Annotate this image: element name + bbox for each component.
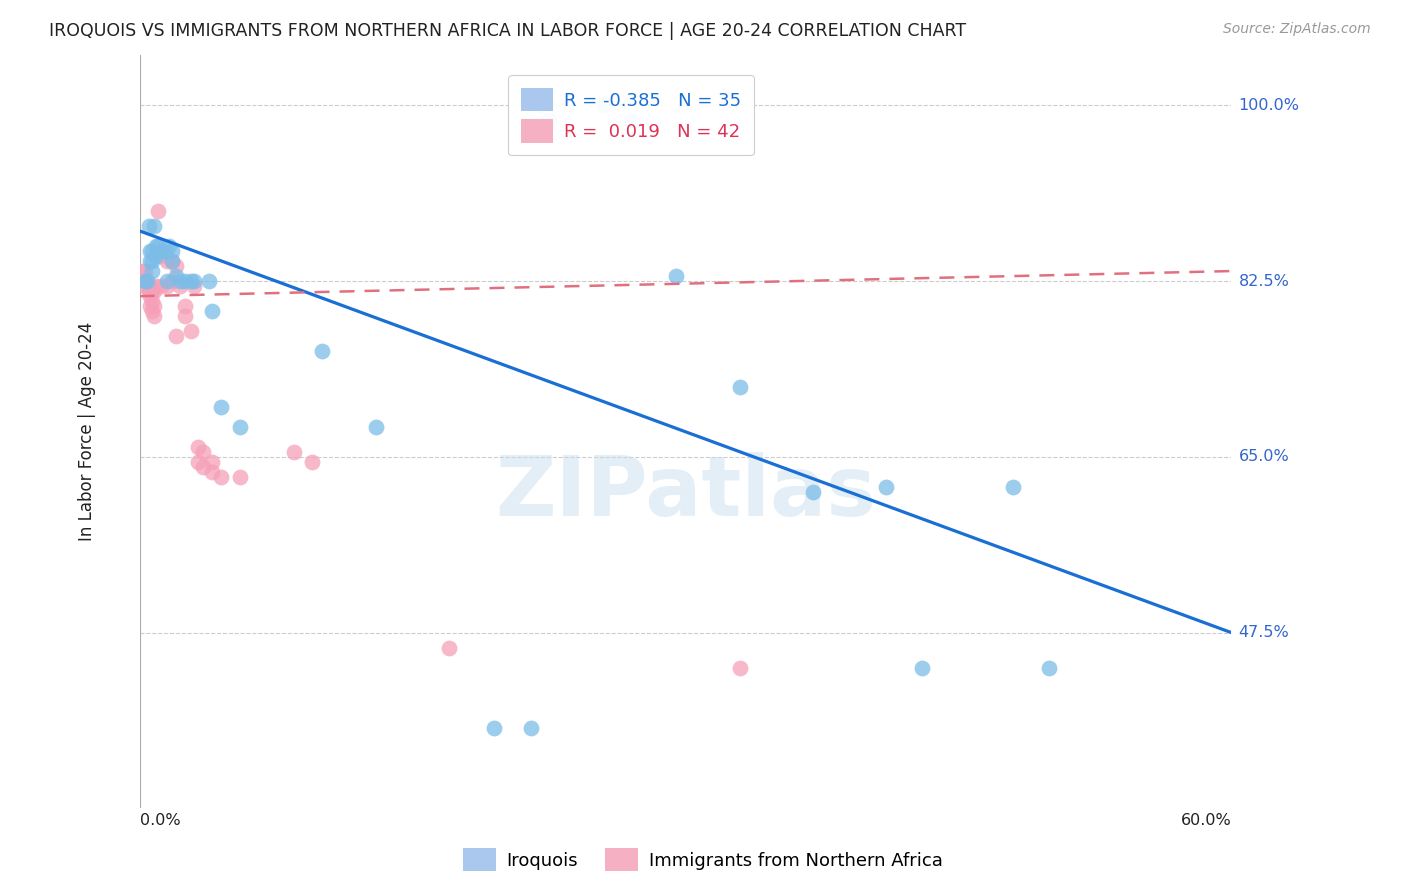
Point <box>139 299 162 313</box>
Text: Source: ZipAtlas.com: Source: ZipAtlas.com <box>1223 22 1371 37</box>
Point <box>134 274 156 288</box>
Point <box>139 279 162 293</box>
Point <box>162 244 184 258</box>
Point <box>145 239 167 253</box>
Point <box>801 485 824 500</box>
Text: 82.5%: 82.5% <box>1239 274 1289 289</box>
Point <box>1038 661 1060 675</box>
Point <box>145 279 167 293</box>
Point <box>228 470 250 484</box>
Point <box>187 440 209 454</box>
Point <box>211 400 233 414</box>
Point <box>537 113 560 128</box>
Point <box>141 304 163 318</box>
Point <box>141 294 163 309</box>
Point <box>437 640 460 655</box>
Point <box>132 264 155 278</box>
Point <box>165 259 187 273</box>
Point <box>911 661 934 675</box>
Point <box>143 310 166 324</box>
Point <box>162 274 184 288</box>
Point <box>139 254 162 268</box>
Text: 60.0%: 60.0% <box>1181 814 1232 829</box>
Point <box>135 274 157 288</box>
Point <box>180 274 202 288</box>
Point <box>193 445 215 459</box>
Point <box>150 244 173 258</box>
Point <box>1001 480 1024 494</box>
Point <box>139 244 162 258</box>
Point <box>143 299 166 313</box>
Point <box>183 279 205 293</box>
Point <box>197 274 219 288</box>
Point <box>201 304 224 318</box>
Point <box>193 459 215 474</box>
Point <box>366 419 388 434</box>
Point <box>141 264 163 278</box>
Point <box>145 249 167 263</box>
Point <box>138 284 160 298</box>
Point <box>174 310 197 324</box>
Text: ZIPatlas: ZIPatlas <box>495 451 876 533</box>
Point <box>150 279 173 293</box>
Point <box>211 470 233 484</box>
Point <box>301 455 323 469</box>
Text: 0.0%: 0.0% <box>139 814 180 829</box>
Point <box>529 98 551 112</box>
Point <box>183 274 205 288</box>
Text: IROQUOIS VS IMMIGRANTS FROM NORTHERN AFRICA IN LABOR FORCE | AGE 20-24 CORRELATI: IROQUOIS VS IMMIGRANTS FROM NORTHERN AFR… <box>49 22 966 40</box>
Point <box>592 98 614 112</box>
Text: 100.0%: 100.0% <box>1239 98 1299 113</box>
Point <box>162 254 184 268</box>
Point <box>134 279 156 293</box>
Legend: Iroquois, Immigrants from Northern Africa: Iroquois, Immigrants from Northern Afric… <box>456 841 950 879</box>
Point <box>165 269 187 284</box>
Point <box>728 379 751 393</box>
Point <box>156 254 179 268</box>
Text: 47.5%: 47.5% <box>1239 625 1289 640</box>
Point <box>138 279 160 293</box>
Point <box>143 284 166 298</box>
Point <box>138 219 160 233</box>
Point <box>875 480 897 494</box>
Point <box>141 254 163 268</box>
Point <box>162 254 184 268</box>
Point <box>165 329 187 343</box>
Point <box>169 279 191 293</box>
Point <box>146 203 169 218</box>
Point <box>187 455 209 469</box>
Point <box>141 284 163 298</box>
Point <box>174 274 197 288</box>
Point <box>728 661 751 675</box>
Text: 65.0%: 65.0% <box>1239 450 1289 465</box>
Point <box>139 289 162 303</box>
Point <box>620 113 643 128</box>
Point <box>156 279 179 293</box>
Point <box>201 455 224 469</box>
Point <box>180 324 202 338</box>
Point <box>135 274 157 288</box>
Point <box>153 244 176 258</box>
Point <box>157 239 180 253</box>
Point <box>150 249 173 263</box>
Point <box>228 419 250 434</box>
Point <box>283 445 305 459</box>
Point <box>134 264 156 278</box>
Point <box>169 274 191 288</box>
Point <box>201 465 224 479</box>
Point <box>174 299 197 313</box>
Point <box>143 219 166 233</box>
Point <box>156 274 179 288</box>
Point <box>484 721 506 735</box>
Text: In Labor Force | Age 20-24: In Labor Force | Age 20-24 <box>79 322 96 541</box>
Legend: R = -0.385   N = 35, R =  0.019   N = 42: R = -0.385 N = 35, R = 0.019 N = 42 <box>508 76 754 155</box>
Point <box>520 721 543 735</box>
Point <box>665 269 688 284</box>
Point <box>146 239 169 253</box>
Point <box>141 244 163 258</box>
Point <box>311 344 333 359</box>
